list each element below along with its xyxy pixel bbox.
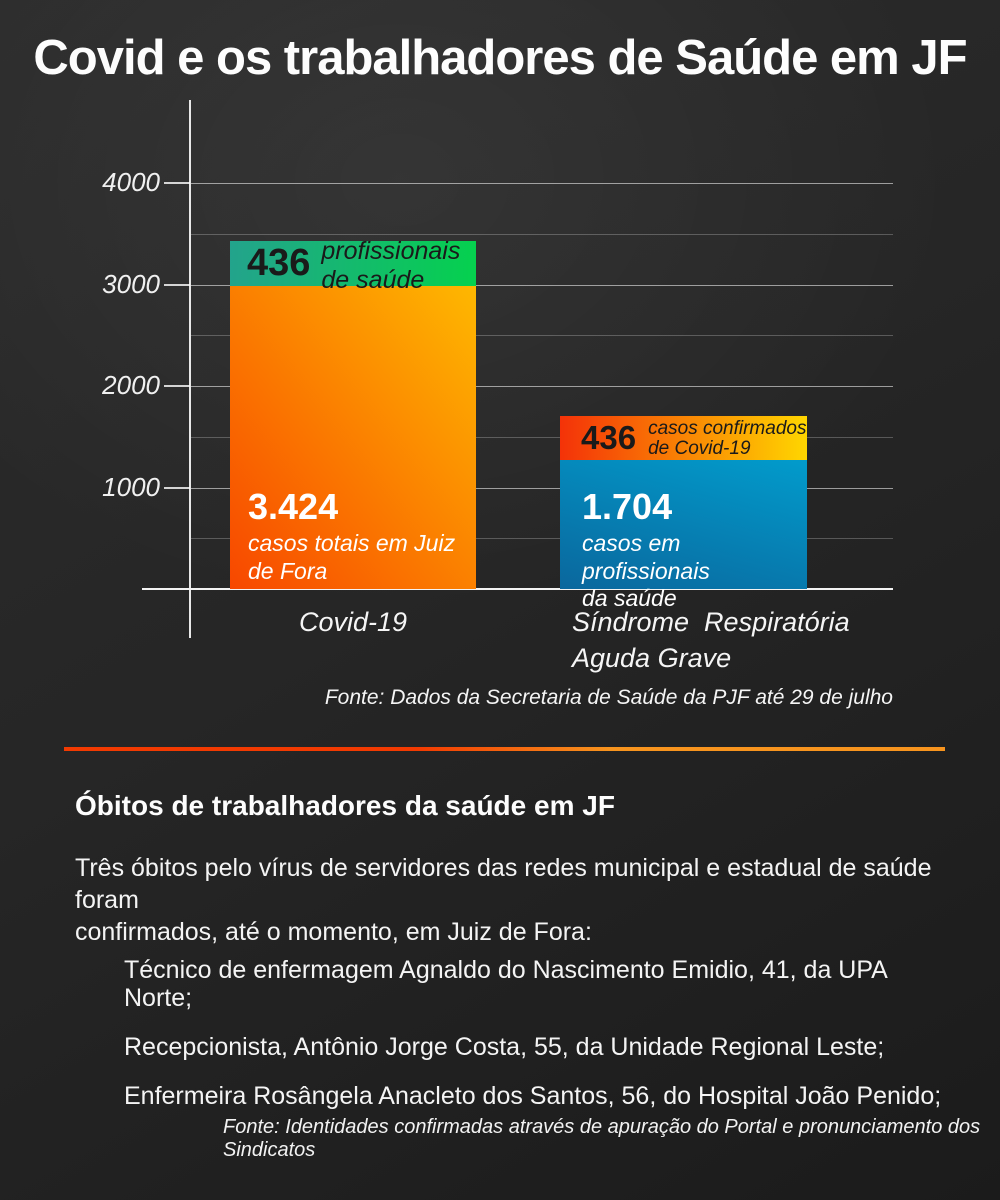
page-title: Covid e os trabalhadores de Saúde em JF [33,31,967,85]
y-axis-line [189,100,191,638]
y-axis-tick [164,283,190,286]
bar-covid19: 436 profissionais de saúde 3.424 casos t… [230,237,476,589]
gridline [190,233,893,235]
gridline [190,183,893,184]
gridline [190,487,893,489]
bar-srag: 436 casos confirmados de Covid-19 1.704 … [560,416,807,611]
y-axis-tick-label: 3000 [102,268,160,299]
y-axis-tick-label: 4000 [102,166,160,197]
list-item: Técnico de enfermagem Agnaldo do Nascime… [124,956,887,1012]
y-axis-tick-label: 1000 [102,471,160,502]
gridline [190,284,893,286]
chart-source-note: Fonte: Dados da Secretaria de Saúde da P… [324,686,893,709]
section-divider [64,747,945,751]
list-item: Enfermeira Rosângela Anacleto dos Santos… [124,1082,942,1110]
y-axis-tick [164,182,190,184]
deaths-section-heading: Óbitos de trabalhadores da saúde em JF [75,790,615,821]
bar-total-caption: casos totais em Juiz de Fora [248,530,456,585]
y-axis-tick-label: 2000 [102,369,160,400]
bar-total-value: 1.704 [582,486,673,528]
segment-caption: casos confirmados de Covid-19 [648,418,807,460]
x-axis-label-srag: Síndrome Respiratória Aguda Grave [572,607,850,674]
deaths-list: Técnico de enfermagem Agnaldo do Nascime… [124,956,954,1131]
gridline [190,538,893,540]
x-axis-baseline [142,588,893,590]
bar-srag-top-segment: 436 casos confirmados de Covid-19 [560,416,807,461]
bar-srag-label-block: 1.704 casos em profissionais da saúde [560,486,807,613]
gridline [190,386,893,387]
y-axis-tick [164,486,190,489]
segment-caption: profissionais de saúde [321,237,461,295]
deaths-section-intro: Três óbitos pelo vírus de servidores das… [75,854,932,946]
x-axis-label-covid19: Covid-19 [298,607,408,637]
bar-covid19-label-block: 3.424 casos totais em Juiz de Fora [230,486,476,585]
deaths-source-note: Fonte: Identidades confirmadas através d… [223,1116,981,1161]
gridline [190,335,893,337]
y-axis-tick [164,385,190,387]
list-item: Recepcionista, Antônio Jorge Costa, 55, … [124,1033,885,1061]
segment-value: 436 [581,419,637,457]
bar-covid19-top-segment: 436 profissionais de saúde [230,237,476,294]
gridline [190,436,893,438]
bar-total-value: 3.424 [248,486,339,528]
segment-value: 436 [247,242,311,285]
bar-total-caption: casos em profissionais da saúde [582,530,710,612]
